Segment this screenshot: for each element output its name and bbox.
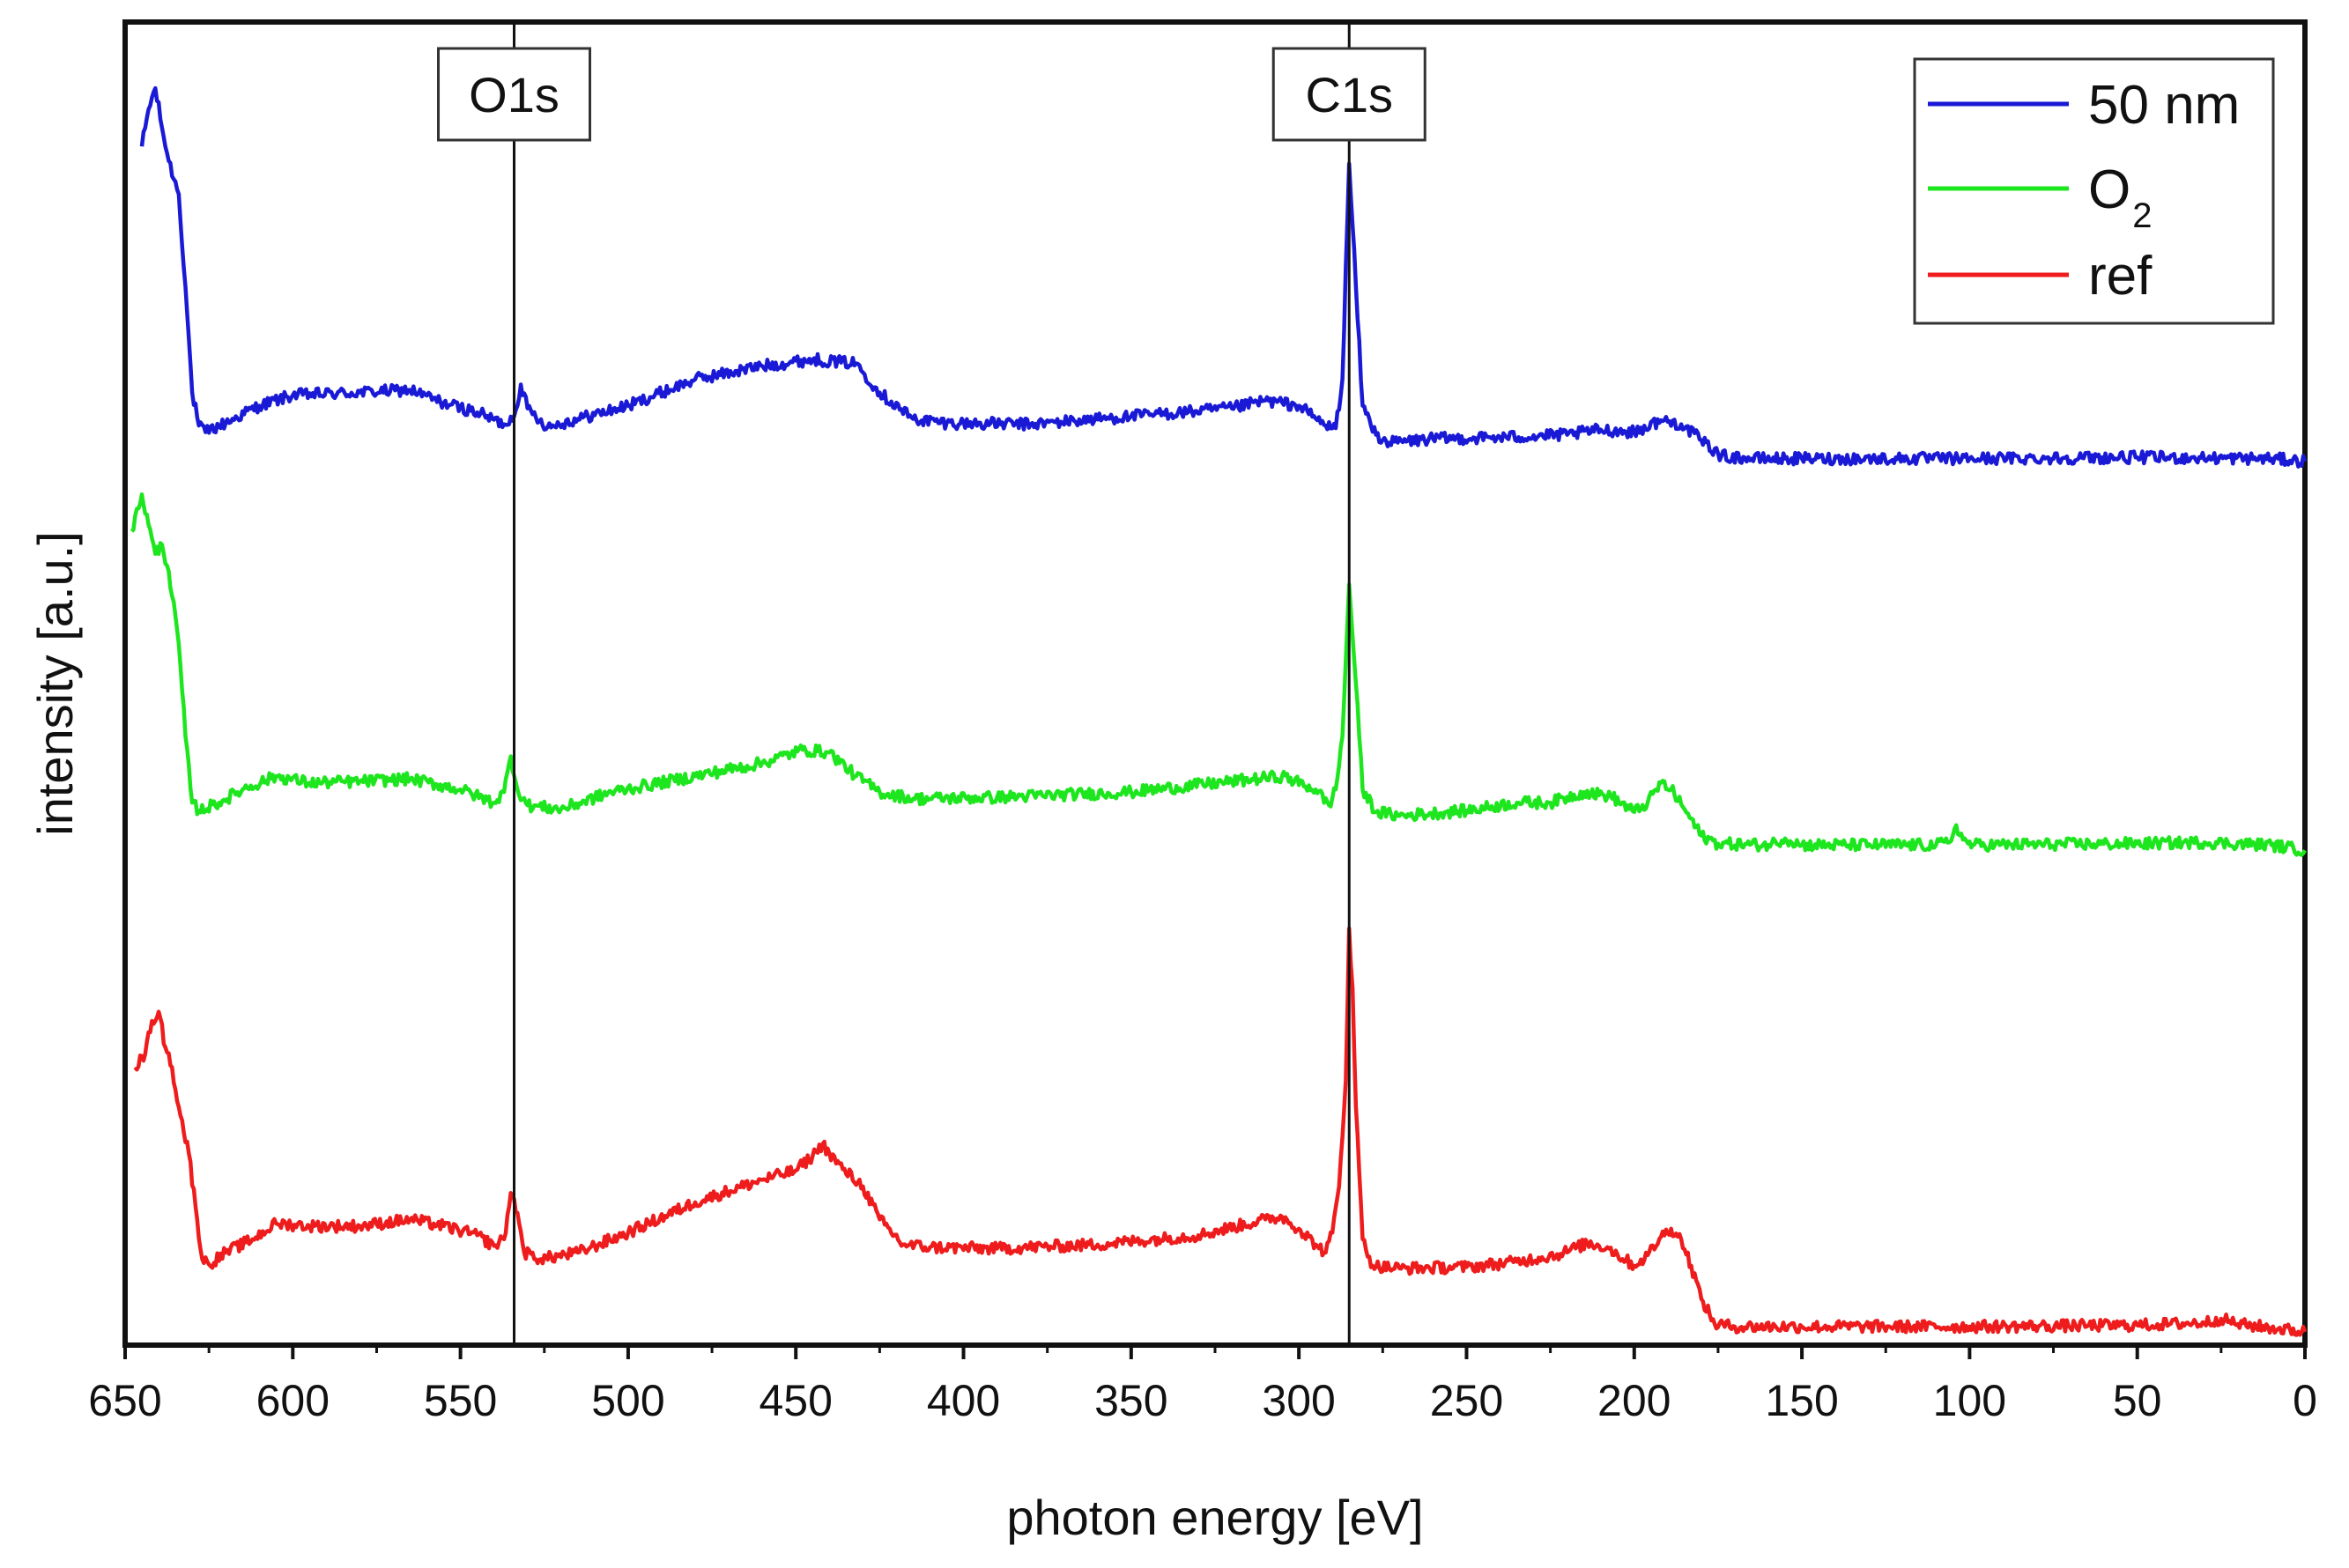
x-tick-label: 150 <box>1765 1376 1838 1425</box>
legend-label-o2: O2 <box>2088 159 2152 235</box>
x-tick-label: 300 <box>1262 1376 1335 1425</box>
marker-label-o1s: O1s <box>469 67 559 122</box>
y-axis-title: intensity [a.u.] <box>27 531 83 836</box>
series-line-0 <box>139 85 2308 469</box>
x-tick-label: 0 <box>2293 1376 2317 1425</box>
x-tick-label: 500 <box>591 1376 664 1425</box>
x-tick-label: 450 <box>760 1376 833 1425</box>
marker-box-c1s <box>1271 47 1426 142</box>
x-tick-label: 100 <box>1933 1376 2006 1425</box>
x-tick-label: 350 <box>1094 1376 1167 1425</box>
series-line-2 <box>133 926 2308 1337</box>
x-tick-label: 250 <box>1430 1376 1503 1425</box>
legend-label-o2-subscript: 2 <box>2132 196 2152 235</box>
marker-box-o1s <box>437 47 592 142</box>
x-tick-label: 400 <box>927 1376 1000 1425</box>
x-tick-label: 200 <box>1597 1376 1671 1425</box>
x-tick-label: 650 <box>88 1376 161 1425</box>
legend: 50 nm O2 ref <box>1913 57 2275 325</box>
x-tick-label: 550 <box>424 1376 497 1425</box>
legend-label-o2-main: O <box>2088 159 2130 220</box>
series-layer <box>130 85 2308 1337</box>
legend-label-ref: ref <box>2088 246 2153 307</box>
series-line-1 <box>130 492 2307 857</box>
x-axis-title: photon energy [eV] <box>1006 1490 1423 1545</box>
marker-layer: O1s C1s <box>437 22 1426 1345</box>
x-tick-label: 600 <box>256 1376 330 1425</box>
x-axis: 650 600 550 500 450 400 350 300 250 200 150 100 50 0 <box>88 1345 2317 1425</box>
x-tick-label: 50 <box>2113 1376 2162 1425</box>
marker-label-c1s: C1s <box>1305 67 1393 122</box>
legend-label-50nm: 50 nm <box>2088 75 2240 136</box>
